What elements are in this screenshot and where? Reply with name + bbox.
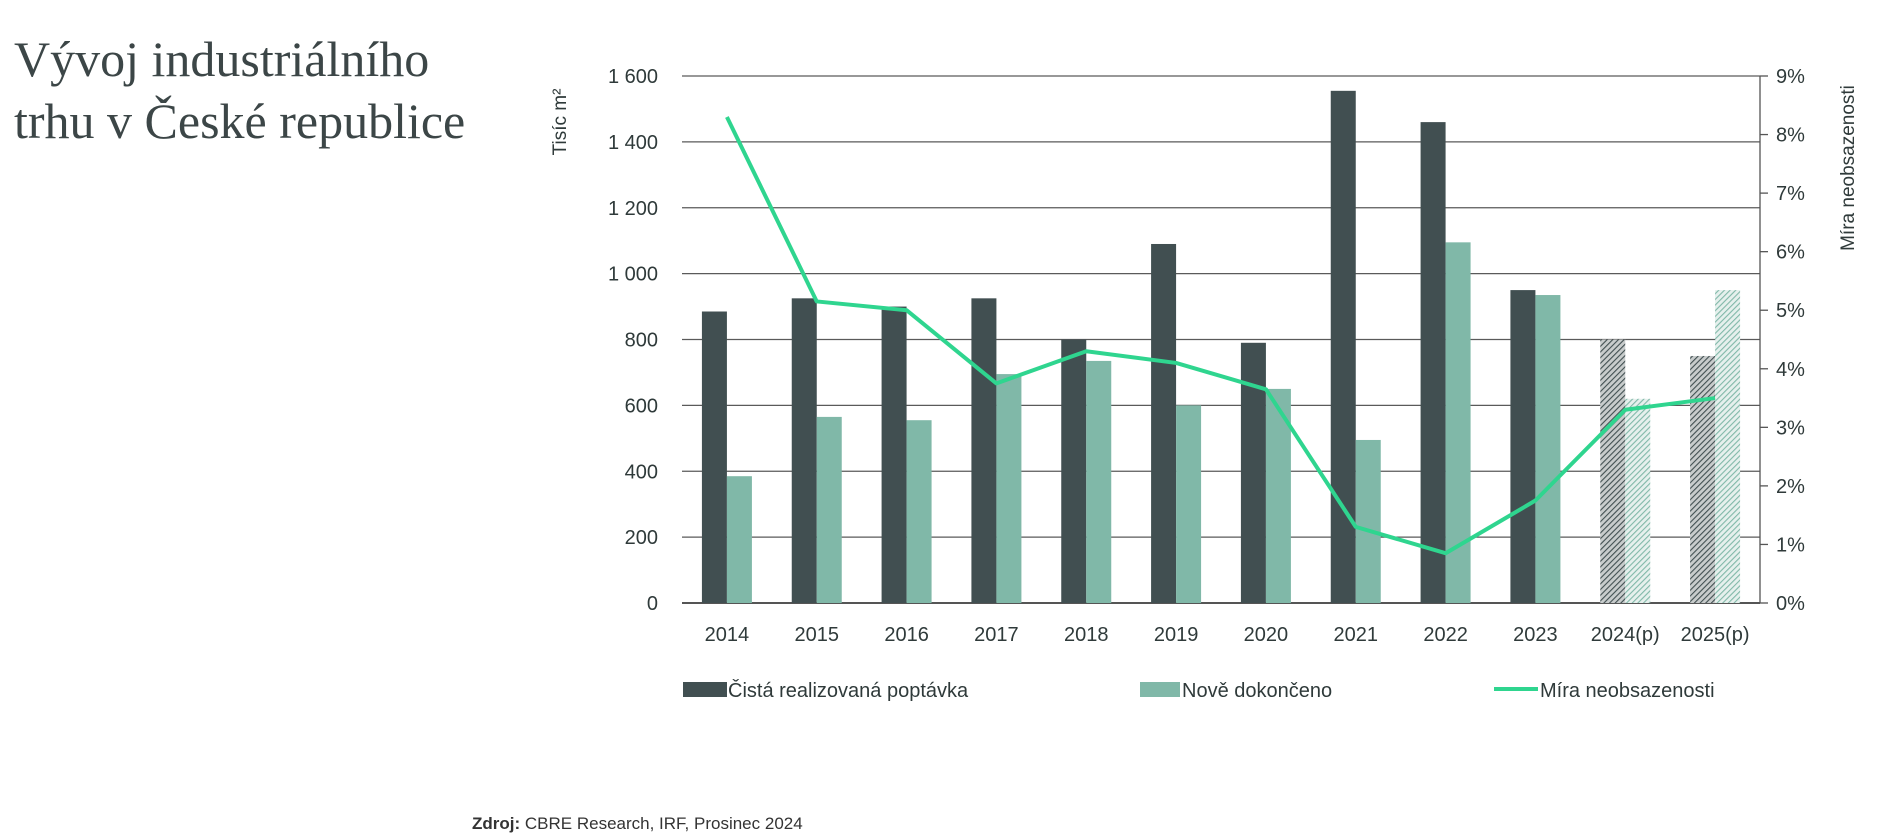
page-title: Vývoj industriálního trhu v České republi… (14, 28, 514, 152)
bar-demand-2015 (791, 298, 817, 603)
y-tick-label: 1 000 (608, 264, 658, 286)
x-tick-label: 2017 (974, 624, 1019, 646)
y2-tick-label: 3% (1776, 417, 1805, 439)
legend-label-completed: Nově dokončeno (1182, 680, 1332, 702)
bar-demand-2014 (701, 311, 727, 603)
bar-completed-2023 (1535, 295, 1561, 603)
y2-tick-label: 7% (1776, 183, 1805, 205)
y-tick-label: 0 (647, 593, 658, 615)
legend-label-vacancy: Míra neobsazenosti (1540, 680, 1715, 702)
title-line-1: Vývoj industriálního (14, 31, 430, 87)
bars (701, 90, 1741, 604)
legend-swatch-completed (1140, 682, 1180, 697)
bar-demand-2021 (1330, 90, 1356, 603)
x-tick-label: 2020 (1244, 624, 1289, 646)
bar-completed-2017 (996, 374, 1022, 603)
bar-demand-2016 (881, 306, 907, 603)
y2-tick-label: 8% (1776, 125, 1805, 147)
source-label: Zdroj: (472, 814, 521, 833)
x-tick-label: 2019 (1154, 624, 1199, 646)
x-tick-label: 2022 (1423, 624, 1468, 646)
bar-completed-2015 (816, 416, 842, 603)
source-text: CBRE Research, IRF, Prosinec 2024 (524, 814, 803, 833)
bar-demand-2018 (1061, 339, 1087, 603)
vacancy-line (725, 116, 1716, 556)
y-tick-label: 1 200 (608, 198, 658, 220)
y2-tick-label: 2% (1776, 476, 1805, 498)
y-tick-label: 600 (625, 395, 658, 417)
y2-axis-title: Míra neobsazenosti (1838, 85, 1859, 251)
y2-tick-label: 0% (1776, 593, 1805, 615)
bar-completed-2018 (1086, 360, 1112, 603)
legend: Čistá realizovaná poptávka Nově dokončen… (683, 679, 1715, 702)
bar-completed-2019 (1176, 405, 1202, 603)
y2-tick-label: 1% (1776, 534, 1805, 556)
vacancy-line-path (725, 116, 1716, 556)
gridlines (682, 75, 1760, 604)
x-tick-label: 2014 (705, 624, 750, 646)
x-tick-label: 2015 (795, 624, 840, 646)
x-tick-label: 2018 (1064, 624, 1109, 646)
x-tick-label: 2025(p) (1681, 624, 1750, 646)
axes (1759, 75, 1768, 604)
x-tick-label: 2021 (1334, 624, 1379, 646)
tick-labels: 0 200 400 600 800 1 000 1 200 1 400 1 600 0% 1% 2% 3… (608, 66, 1805, 646)
bar-completed-2016 (906, 420, 932, 603)
x-tick-label: 2016 (884, 624, 929, 646)
x-tick-label: 2024(p) (1591, 624, 1660, 646)
bar-demand-2019 (1151, 243, 1177, 603)
bar-completed-2014 (726, 476, 752, 603)
y2-tick-label: 4% (1776, 359, 1805, 381)
bar-demand-2017 (971, 298, 997, 603)
y-tick-label: 1 600 (608, 66, 658, 88)
legend-label-demand: Čistá realizovaná poptávka (728, 679, 969, 702)
bar-demand-2025(p) (1690, 355, 1716, 603)
bar-demand-2024(p) (1600, 339, 1626, 603)
y-tick-label: 800 (625, 330, 658, 352)
source-note: Zdroj: CBRE Research, IRF, Prosinec 2024 (472, 814, 803, 834)
bar-demand-2023 (1510, 290, 1536, 603)
legend-swatch-demand (683, 682, 727, 697)
title-line-2: trhu v České republice (14, 93, 466, 149)
y-tick-label: 200 (625, 527, 658, 549)
bar-completed-2024(p) (1625, 398, 1651, 603)
y-tick-label: 400 (625, 461, 658, 483)
bar-demand-2022 (1420, 122, 1446, 604)
x-tick-label: 2023 (1513, 624, 1558, 646)
y-axis-title: Tisíc m² (550, 89, 571, 156)
y2-tick-label: 5% (1776, 300, 1805, 322)
bar-completed-2025(p) (1715, 290, 1741, 603)
y2-tick-label: 6% (1776, 242, 1805, 264)
y-tick-label: 1 400 (608, 132, 658, 154)
bar-completed-2021 (1355, 439, 1381, 603)
y2-tick-label: 9% (1776, 66, 1805, 88)
